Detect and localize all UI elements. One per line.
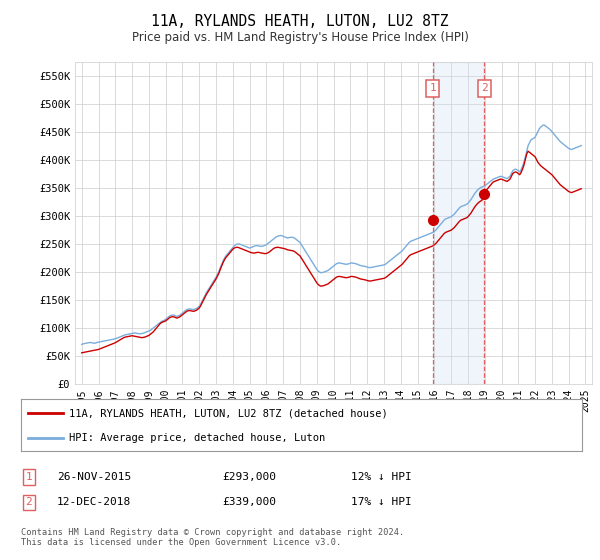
Text: 1: 1 xyxy=(25,472,32,482)
Text: £339,000: £339,000 xyxy=(222,497,276,507)
Text: 12% ↓ HPI: 12% ↓ HPI xyxy=(351,472,412,482)
Text: 17% ↓ HPI: 17% ↓ HPI xyxy=(351,497,412,507)
Text: 2: 2 xyxy=(481,83,487,94)
Text: HPI: Average price, detached house, Luton: HPI: Average price, detached house, Luto… xyxy=(68,433,325,443)
Text: 11A, RYLANDS HEATH, LUTON, LU2 8TZ: 11A, RYLANDS HEATH, LUTON, LU2 8TZ xyxy=(151,14,449,29)
Text: Price paid vs. HM Land Registry's House Price Index (HPI): Price paid vs. HM Land Registry's House … xyxy=(131,31,469,44)
Text: 26-NOV-2015: 26-NOV-2015 xyxy=(57,472,131,482)
Text: 12-DEC-2018: 12-DEC-2018 xyxy=(57,497,131,507)
Text: 11A, RYLANDS HEATH, LUTON, LU2 8TZ (detached house): 11A, RYLANDS HEATH, LUTON, LU2 8TZ (deta… xyxy=(68,408,388,418)
Text: 1: 1 xyxy=(430,83,436,94)
Bar xyxy=(433,62,484,384)
Text: £293,000: £293,000 xyxy=(222,472,276,482)
Text: 2: 2 xyxy=(25,497,32,507)
Text: Contains HM Land Registry data © Crown copyright and database right 2024.
This d: Contains HM Land Registry data © Crown c… xyxy=(21,528,404,547)
